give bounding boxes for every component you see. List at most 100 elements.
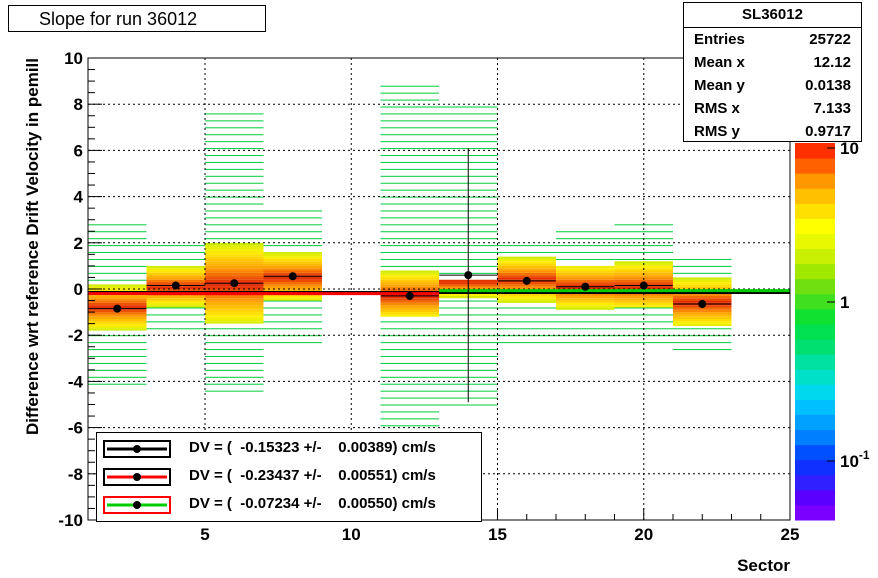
heatmap-cell: [497, 263, 556, 266]
heatmap-cell: [263, 284, 322, 287]
heatmap-cell: [380, 328, 439, 330]
heatmap-cell: [380, 369, 439, 371]
palette-cell: [795, 339, 835, 355]
heatmap-cell: [380, 275, 439, 278]
x-tick-label: 5: [200, 525, 209, 544]
heatmap-cell: [614, 252, 673, 254]
heatmap-cell: [205, 217, 264, 219]
heatmap-cell: [263, 298, 322, 301]
heatmap-cell: [497, 268, 556, 271]
heatmap-cell: [673, 321, 732, 324]
heatmap-cell: [380, 168, 439, 170]
palette-cell: [795, 399, 835, 415]
heatmap-cell: [205, 141, 264, 143]
heatmap-cell: [205, 238, 264, 240]
heatmap-cell: [556, 328, 615, 330]
heatmap-cell: [497, 293, 556, 296]
y-tick-label: -6: [68, 419, 83, 438]
heatmap-cell: [556, 293, 615, 296]
legend-text: DV = ( -0.07234 +/- 0.00550) cm/s: [189, 495, 436, 512]
heatmap-cell: [263, 286, 322, 289]
heatmap-cell: [673, 272, 732, 274]
heatmap-cell: [673, 293, 732, 296]
heatmap-cell: [205, 189, 264, 191]
y-tick-label: -10: [58, 511, 83, 530]
heatmap-cell: [205, 270, 264, 273]
heatmap-cell: [673, 309, 732, 313]
stats-value: 12.12: [813, 54, 851, 71]
heatmap-cell: [556, 300, 615, 303]
heatmap-cell: [205, 224, 264, 226]
heatmap-cell: [263, 252, 322, 255]
heatmap-cell: [88, 383, 147, 385]
legend-swatch: [103, 440, 171, 458]
heatmap-cell: [88, 376, 147, 378]
heatmap-cell: [380, 189, 439, 191]
heatmap-cell: [380, 397, 439, 399]
palette-cell: [795, 188, 835, 204]
heatmap-cell: [88, 314, 147, 317]
heatmap-cell: [88, 369, 147, 371]
heatmap-cell: [673, 298, 732, 301]
stats-value: 0.9717: [805, 123, 851, 140]
y-tick-label: 10: [64, 49, 83, 68]
palette-cell: [795, 308, 835, 325]
heatmap-cell: [146, 305, 205, 308]
heatmap-cell: [380, 279, 439, 283]
heatmap-cell: [205, 272, 264, 276]
heatmap-cell: [556, 305, 615, 308]
heatmap-cell: [205, 161, 264, 163]
chart-title: Slope for run 36012: [8, 5, 266, 32]
heatmap-cell: [205, 242, 264, 246]
palette-cell: [795, 504, 835, 521]
heatmap-cell: [556, 252, 615, 254]
heatmap-cell: [556, 275, 615, 278]
heatmap-cell: [673, 277, 732, 280]
heatmap-cell: [205, 342, 264, 344]
heatmap-cell: [556, 265, 615, 269]
heatmap-cell: [263, 217, 322, 219]
heatmap-cell: [205, 168, 264, 170]
heatmap-cell: [380, 134, 439, 136]
heatmap-cell: [614, 305, 673, 308]
heatmap-cell: [380, 270, 439, 273]
heatmap-cell: [263, 210, 322, 212]
heatmap-cell: [380, 355, 439, 357]
heatmap-cell: [205, 349, 264, 351]
heatmap-cell: [146, 321, 205, 323]
heatmap-cell: [263, 328, 322, 330]
heatmap-cell: [556, 245, 615, 247]
heatmap-cell: [205, 231, 264, 233]
palette-cell: [795, 293, 835, 310]
heatmap-cell: [263, 268, 322, 271]
heatmap-cell: [673, 319, 732, 322]
heatmap-cell: [263, 238, 322, 240]
palette-cell: [795, 354, 835, 370]
stats-box: SL36012 Entries 25722 Mean x 12.12 Mean y 0.0…: [683, 2, 862, 142]
heatmap-cell: [380, 300, 439, 303]
x-tick-label: 10: [342, 525, 361, 544]
heatmap-cell: [205, 369, 264, 371]
stats-row: Entries 25722: [684, 28, 861, 51]
palette-cell: [795, 143, 835, 159]
heatmap-cell: [88, 325, 147, 329]
heatmap-cell: [88, 355, 147, 357]
heatmap-cell: [205, 210, 264, 212]
heatmap-cell: [673, 335, 732, 337]
heatmap-cell: [380, 113, 439, 115]
heatmap-cell: [556, 298, 615, 301]
heatmap-cell: [497, 284, 556, 287]
stats-row: RMS x 7.133: [684, 97, 861, 120]
heatmap-cell: [614, 279, 673, 283]
heatmap-cell: [205, 275, 264, 278]
heatmap-cell: [614, 307, 673, 309]
heatmap-cell: [88, 284, 147, 287]
heatmap-cell: [497, 342, 556, 344]
heatmap-cell: [263, 258, 322, 262]
heatmap-cell: [614, 265, 673, 269]
heatmap-cell: [556, 302, 615, 306]
heatmap-cell: [205, 298, 264, 301]
heatmap-cell: [88, 316, 147, 320]
heatmap-cell: [205, 261, 264, 264]
heatmap-cell: [263, 335, 322, 337]
